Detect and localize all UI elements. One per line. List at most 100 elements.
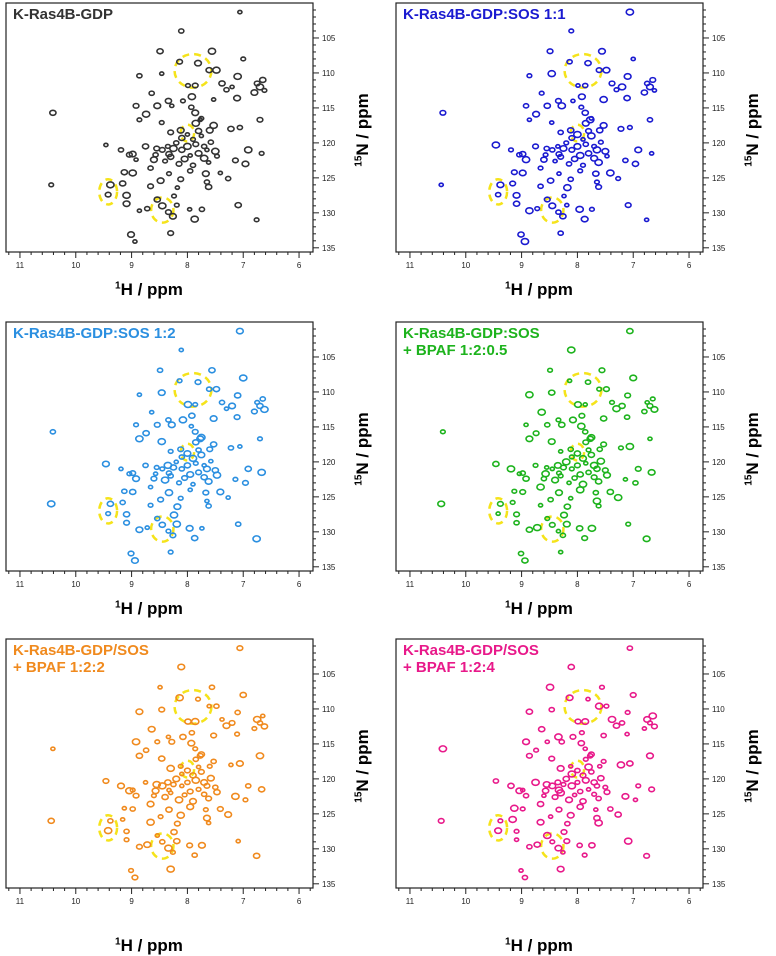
peak — [608, 399, 616, 406]
peak — [120, 488, 128, 495]
peak — [147, 502, 154, 508]
peak — [208, 366, 216, 374]
peak — [592, 807, 599, 813]
peak — [136, 392, 143, 398]
peak — [259, 405, 269, 414]
x-tick-label: 10 — [71, 580, 80, 589]
peak — [158, 71, 165, 77]
peak — [596, 763, 603, 769]
peak — [519, 787, 526, 793]
peak — [519, 806, 526, 812]
panel-title-line: K-Ras4B-GDP — [13, 6, 114, 23]
peak — [106, 817, 114, 824]
peak — [175, 58, 184, 65]
spectrum-plot: 11 10 9 8 7 6 105 110 115 120 125 130 135 — [5, 638, 336, 906]
y-tick-label: 130 — [712, 209, 726, 218]
peak — [632, 797, 639, 803]
peak — [496, 500, 505, 507]
panel-title: K-Ras4B-GDP:SOS 1:2 — [13, 325, 176, 342]
peak — [131, 738, 141, 746]
peak — [647, 436, 653, 442]
peak — [192, 401, 199, 408]
peak — [625, 521, 632, 527]
peak — [256, 116, 264, 123]
peak — [438, 182, 445, 188]
peak — [194, 127, 203, 135]
peak — [105, 181, 115, 189]
peak — [574, 718, 582, 725]
peak — [167, 790, 174, 796]
peak — [608, 80, 616, 87]
peak — [549, 466, 556, 472]
peak — [132, 792, 140, 799]
peak — [166, 865, 176, 873]
peak — [595, 503, 602, 509]
peak — [599, 441, 608, 448]
peak — [526, 843, 533, 850]
peak — [553, 733, 563, 741]
spectrum-panel: 11 10 9 8 7 6 105 110 115 120 125 130 135 K-Ras4B-GDP… — [390, 0, 775, 310]
peak — [559, 532, 567, 539]
peak — [132, 102, 140, 109]
peak — [537, 183, 544, 190]
peak — [585, 696, 591, 702]
peak — [255, 752, 265, 760]
y-axis-label: 15N / ppm — [353, 404, 373, 494]
peak — [621, 792, 630, 800]
peak — [203, 179, 211, 185]
peak — [521, 738, 531, 746]
peak — [622, 157, 629, 164]
peak — [206, 774, 216, 782]
peak — [252, 852, 261, 860]
peak — [135, 708, 144, 716]
peak — [552, 158, 558, 164]
peak — [187, 412, 196, 420]
peak — [165, 734, 172, 740]
peak — [566, 58, 573, 65]
peak — [630, 56, 637, 62]
peak — [165, 417, 172, 423]
panel-title: K-Ras4B-GDP — [13, 6, 113, 23]
peak — [623, 72, 632, 80]
y-axis-label: 15N / ppm — [353, 721, 373, 811]
peak — [172, 775, 181, 783]
peak — [211, 66, 221, 74]
peak — [541, 793, 547, 799]
peak — [186, 167, 194, 174]
peak — [157, 755, 166, 762]
peak — [175, 480, 183, 486]
peak — [576, 788, 584, 795]
peak — [175, 694, 185, 702]
peak — [598, 684, 606, 690]
peak — [522, 102, 530, 109]
peak — [515, 787, 524, 795]
peak — [206, 703, 213, 709]
spectrum-plot: 11 10 9 8 7 6 105 110 115 120 125 130 135 — [395, 321, 726, 589]
peak — [567, 663, 576, 671]
peak — [102, 777, 110, 785]
peak — [604, 153, 610, 159]
peak — [177, 663, 186, 671]
peak — [548, 202, 557, 210]
peak — [575, 525, 584, 532]
peak — [224, 175, 232, 182]
peak — [525, 752, 534, 759]
peak — [232, 476, 239, 483]
peak — [543, 145, 551, 152]
peak — [184, 779, 191, 786]
x-tick-label: 8 — [575, 261, 580, 270]
x-tick-label: 11 — [16, 897, 25, 906]
peak — [647, 468, 656, 476]
peak — [142, 462, 149, 469]
y-tick-label: 135 — [712, 880, 726, 889]
peak — [238, 374, 248, 382]
peak — [512, 191, 521, 199]
y-tick-label: 115 — [322, 104, 335, 113]
y-tick-label: 135 — [322, 880, 336, 889]
peak — [254, 399, 261, 406]
peak — [136, 208, 143, 214]
peak — [141, 143, 150, 150]
peak — [575, 486, 585, 494]
peak — [148, 90, 156, 97]
peak — [208, 684, 216, 691]
